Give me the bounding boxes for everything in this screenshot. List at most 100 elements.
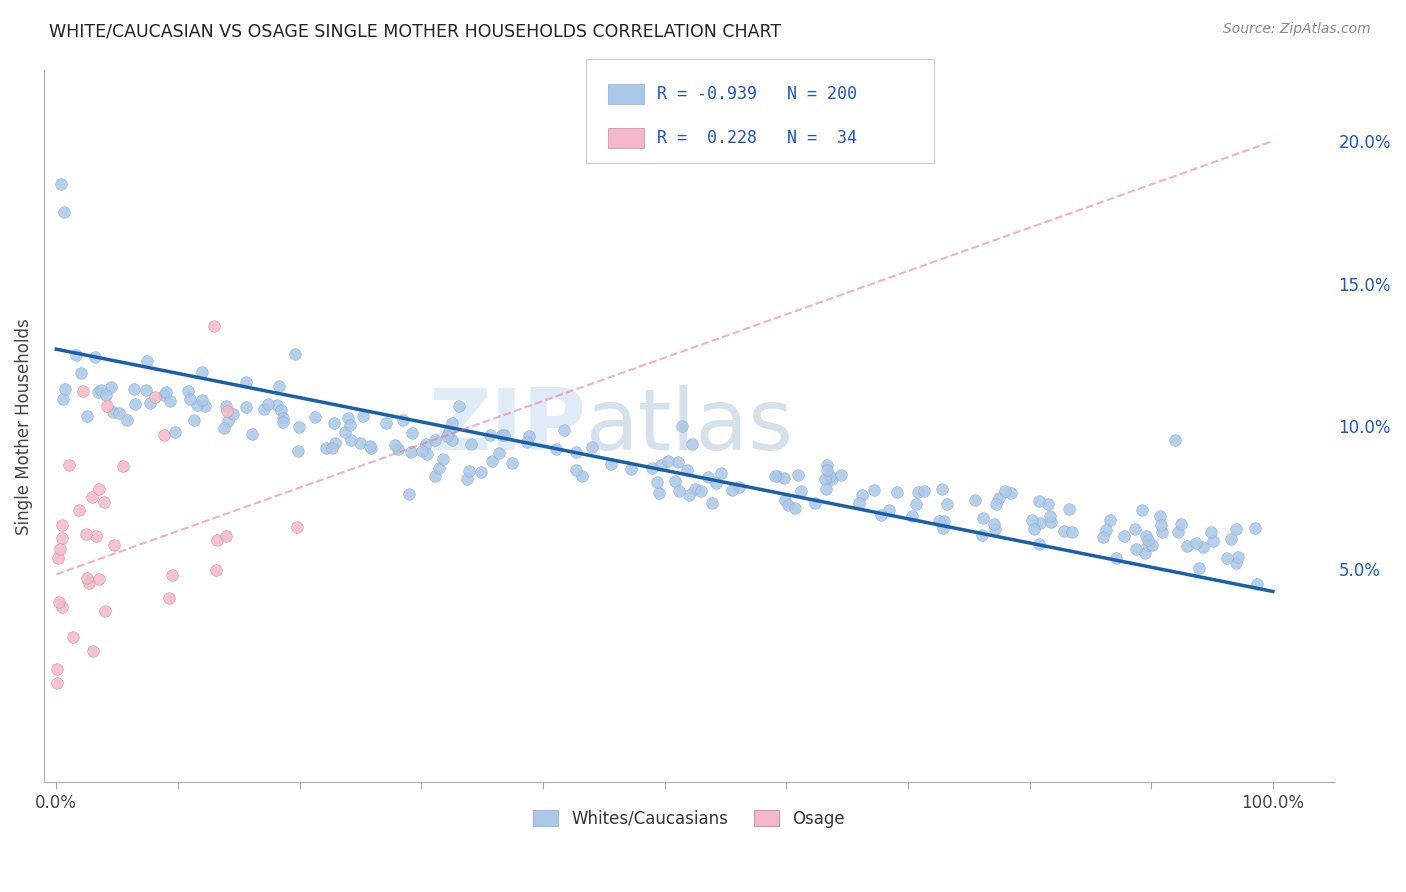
Point	[1199, 525, 1222, 540]
Point	[58, 458, 80, 472]
Point	[321, 441, 343, 455]
Point	[48, 550, 70, 565]
Point	[315, 441, 337, 455]
Point	[900, 508, 922, 523]
Point	[155, 385, 177, 400]
Point	[215, 403, 238, 417]
Point	[1175, 539, 1198, 553]
Point	[439, 425, 461, 439]
Point	[1149, 508, 1171, 523]
Point	[235, 400, 257, 414]
Point	[994, 484, 1017, 499]
Point	[271, 410, 294, 425]
Point	[1135, 529, 1157, 543]
Point	[912, 484, 935, 499]
Point	[287, 520, 309, 534]
Point	[706, 475, 728, 490]
Point	[620, 462, 643, 476]
Point	[87, 572, 110, 586]
Point	[676, 462, 699, 476]
Point	[266, 398, 288, 412]
Point	[984, 497, 1007, 511]
Point	[983, 522, 1005, 536]
Point	[79, 576, 101, 591]
Point	[432, 452, 454, 467]
Point	[427, 461, 450, 475]
Point	[139, 396, 162, 410]
Point	[93, 494, 115, 508]
Point	[650, 458, 672, 472]
Point	[204, 319, 226, 334]
Point	[1192, 540, 1215, 554]
Point	[815, 458, 838, 472]
Point	[720, 483, 742, 498]
Point	[143, 390, 166, 404]
Point	[204, 563, 226, 577]
Point	[972, 511, 994, 525]
Point	[136, 354, 159, 368]
Point	[848, 496, 870, 510]
Point	[52, 392, 75, 406]
Point	[789, 484, 811, 499]
Y-axis label: Single Mother Households: Single Mother Households	[15, 318, 32, 534]
Point	[600, 457, 623, 471]
Point	[457, 464, 479, 478]
Point	[70, 366, 93, 380]
Point	[375, 416, 398, 430]
Point	[1039, 509, 1062, 524]
Point	[440, 433, 463, 447]
Point	[479, 427, 502, 442]
Point	[194, 399, 217, 413]
Legend: Whites/Caucasians, Osage: Whites/Caucasians, Osage	[527, 803, 851, 835]
Point	[1225, 556, 1247, 570]
Point	[697, 470, 720, 484]
Point	[728, 480, 751, 494]
Point	[115, 413, 138, 427]
Point	[776, 498, 799, 512]
Point	[516, 434, 538, 449]
Point	[869, 508, 891, 522]
Point	[159, 393, 181, 408]
Point	[45, 675, 67, 690]
Point	[1246, 577, 1268, 591]
Point	[710, 466, 733, 480]
Point	[830, 467, 852, 482]
Point	[447, 399, 470, 413]
Point	[441, 416, 464, 430]
Point	[501, 456, 523, 470]
Point	[52, 205, 75, 219]
Point	[517, 429, 540, 443]
Text: WHITE/CAUCASIAN VS OSAGE SINGLE MOTHER HOUSEHOLDS CORRELATION CHART: WHITE/CAUCASIAN VS OSAGE SINGLE MOTHER H…	[49, 22, 782, 40]
Point	[983, 517, 1005, 532]
Point	[1130, 503, 1153, 517]
Point	[49, 177, 72, 191]
Point	[668, 484, 690, 499]
Point	[49, 541, 72, 556]
Point	[565, 463, 588, 477]
Point	[1053, 524, 1076, 538]
Text: ZIP: ZIP	[427, 384, 586, 467]
Point	[1244, 521, 1267, 535]
Point	[217, 414, 239, 428]
Point	[191, 393, 214, 408]
Point	[235, 376, 257, 390]
Point	[683, 482, 706, 496]
Point	[1167, 524, 1189, 539]
Point	[191, 365, 214, 379]
Point	[657, 454, 679, 468]
Point	[1062, 524, 1084, 539]
Point	[186, 398, 208, 412]
Point	[425, 433, 447, 447]
Text: R =  0.228   N =  34: R = 0.228 N = 34	[657, 128, 856, 147]
Point	[94, 387, 117, 401]
Point	[51, 599, 73, 614]
Point	[336, 411, 359, 425]
Point	[785, 501, 807, 516]
Point	[814, 472, 837, 486]
Point	[1028, 537, 1050, 551]
Point	[932, 514, 955, 528]
Point	[565, 445, 588, 459]
Point	[335, 425, 357, 440]
Point	[1150, 518, 1173, 533]
Point	[766, 468, 789, 483]
